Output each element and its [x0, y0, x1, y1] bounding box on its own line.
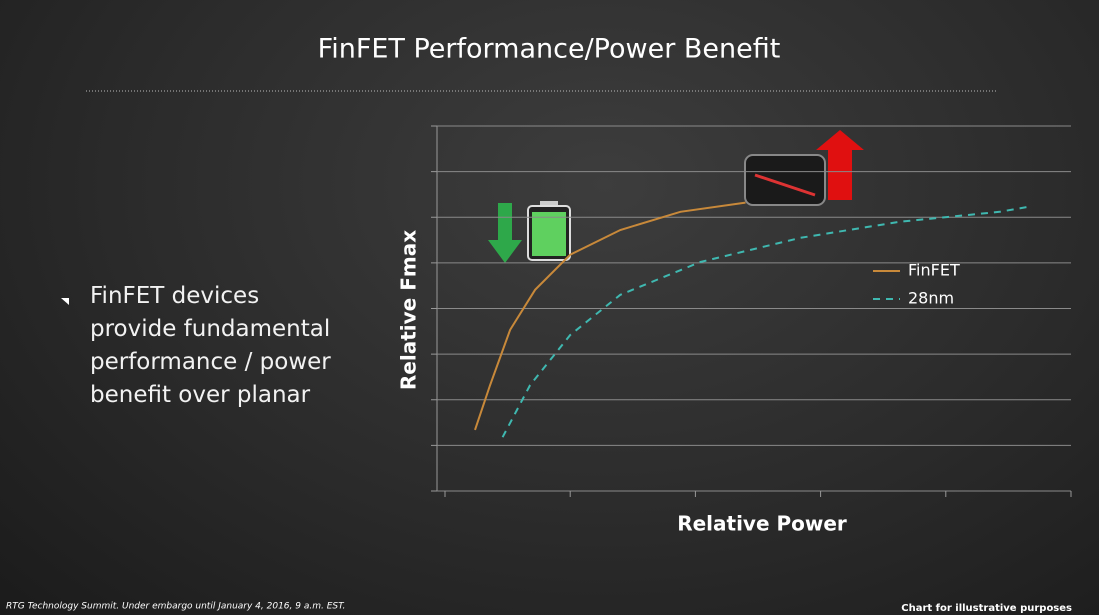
bullet-line: FinFET devices — [90, 283, 260, 309]
bullet-line: provide fundamental — [90, 316, 331, 342]
bullet-marker — [61, 298, 69, 305]
x-axis-label: Relative Power — [677, 512, 847, 536]
bullet-line: performance / power — [90, 349, 331, 375]
legend-label: 28nm — [908, 289, 954, 308]
footer: RTG Technology Summit. Under embargo unt… — [6, 602, 345, 612]
battery-icon — [488, 201, 571, 263]
y-axis-label: Relative Fmax — [397, 230, 421, 390]
series-line — [501, 205, 1029, 438]
legend-label: FinFET — [908, 261, 960, 280]
bullet-text: FinFET devices provide fundamental perform… — [90, 280, 331, 412]
note: Chart for illustrative purposes — [901, 603, 1072, 614]
bullet-line: benefit over planar — [90, 382, 311, 408]
slide-title: FinFET Performance/Power Benefit — [318, 34, 781, 65]
series-line — [474, 201, 746, 431]
speedometer-icon — [744, 130, 864, 206]
